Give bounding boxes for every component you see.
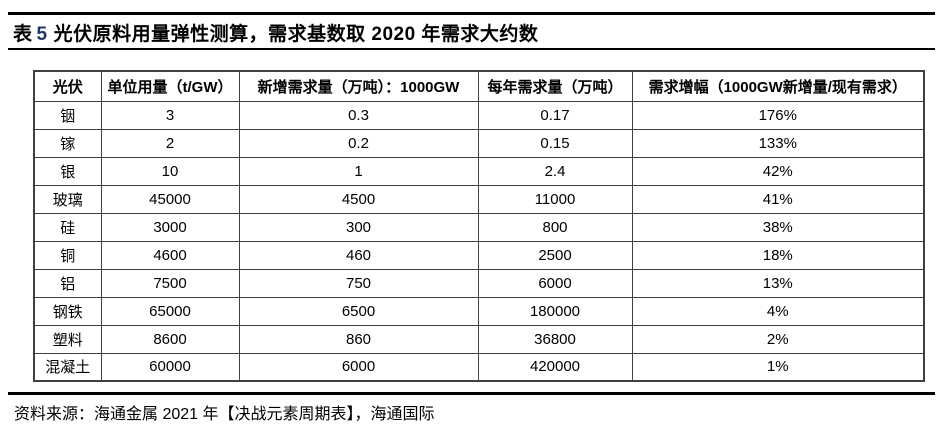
table-row: 镓 2 0.2 0.15 133% — [33, 128, 925, 158]
table-row: 铟 3 0.3 0.17 176% — [33, 100, 925, 130]
table-cell: 玻璃 — [33, 184, 102, 214]
table-cell: 38% — [631, 212, 925, 242]
table-cell: 0.3 — [238, 100, 479, 130]
table-cell: 6500 — [238, 296, 479, 326]
table-cell: 硅 — [33, 212, 102, 242]
table-cell: 铜 — [33, 240, 102, 270]
table-row: 铜 4600 460 2500 18% — [33, 240, 925, 270]
table-cell: 750 — [238, 268, 479, 298]
table-cell: 铝 — [33, 268, 102, 298]
column-header-new-demand: 新增需求量（万吨）：1000GW — [238, 70, 479, 102]
table-cell: 41% — [631, 184, 925, 214]
table-cell: 300 — [238, 212, 479, 242]
column-header-unit-usage: 单位用量（t/GW） — [100, 70, 240, 102]
table-cell: 3 — [100, 100, 240, 130]
table-cell: 860 — [238, 324, 479, 354]
table-cell: 800 — [477, 212, 633, 242]
table-cell: 混凝土 — [33, 352, 102, 382]
table-cell: 2 — [100, 128, 240, 158]
table-title-label: 表 — [13, 24, 33, 45]
column-header-demand-growth: 需求增幅（1000GW新增量/现有需求） — [631, 70, 925, 102]
table-cell: 176% — [631, 100, 925, 130]
table-title-text: 光伏原料用量弹性测算，需求基数取 2020 年需求大约数 — [53, 24, 539, 45]
table-cell: 铟 — [33, 100, 102, 130]
table-row: 塑料 8600 860 36800 2% — [33, 324, 925, 354]
table-cell: 6000 — [477, 268, 633, 298]
table-cell: 13% — [631, 268, 925, 298]
table-cell: 65000 — [100, 296, 240, 326]
materials-table: 光伏 单位用量（t/GW） 新增需求量（万吨）：1000GW 每年需求量（万吨）… — [33, 70, 925, 382]
table-cell: 4500 — [238, 184, 479, 214]
table-cell: 0.2 — [238, 128, 479, 158]
table-cell: 2.4 — [477, 156, 633, 186]
table-cell: 镓 — [33, 128, 102, 158]
top-rule — [8, 12, 935, 15]
title-divider-rule — [8, 48, 935, 50]
column-header-material: 光伏 — [33, 70, 102, 102]
table-cell: 塑料 — [33, 324, 102, 354]
table-cell: 8600 — [100, 324, 240, 354]
table-cell: 银 — [33, 156, 102, 186]
table-row: 混凝土 60000 6000 420000 1% — [33, 352, 925, 382]
table-cell: 4% — [631, 296, 925, 326]
table-cell: 133% — [631, 128, 925, 158]
table-cell: 1% — [631, 352, 925, 382]
table-cell: 2% — [631, 324, 925, 354]
table-cell: 180000 — [477, 296, 633, 326]
table-cell: 45000 — [100, 184, 240, 214]
table-cell: 0.15 — [477, 128, 633, 158]
table-cell: 1 — [238, 156, 479, 186]
table-cell: 420000 — [477, 352, 633, 382]
table-title-number: 5 — [36, 24, 48, 45]
table-cell: 3000 — [100, 212, 240, 242]
source-note: 资料来源：海通金属 2021 年【决战元素周期表】，海通国际 — [14, 406, 435, 423]
table-row: 银 10 1 2.4 42% — [33, 156, 925, 186]
table-cell: 2500 — [477, 240, 633, 270]
header-row: 光伏 单位用量（t/GW） 新增需求量（万吨）：1000GW 每年需求量（万吨）… — [33, 70, 925, 102]
table-row: 硅 3000 300 800 38% — [33, 212, 925, 242]
table-cell: 11000 — [477, 184, 633, 214]
table-cell: 7500 — [100, 268, 240, 298]
table-cell: 42% — [631, 156, 925, 186]
table-row: 钢铁 65000 6500 180000 4% — [33, 296, 925, 326]
table-row: 铝 7500 750 6000 13% — [33, 268, 925, 298]
table-row: 玻璃 45000 4500 11000 41% — [33, 184, 925, 214]
table-cell: 4600 — [100, 240, 240, 270]
table-cell: 460 — [238, 240, 479, 270]
table-cell: 60000 — [100, 352, 240, 382]
table-cell: 10 — [100, 156, 240, 186]
table-cell: 18% — [631, 240, 925, 270]
table-cell: 0.17 — [477, 100, 633, 130]
footer-rule — [8, 392, 935, 395]
table-cell: 36800 — [477, 324, 633, 354]
column-header-annual-demand: 每年需求量（万吨） — [477, 70, 633, 102]
table-title: 表 5 光伏原料用量弹性测算，需求基数取 2020 年需求大约数 — [13, 19, 538, 46]
table-cell: 钢铁 — [33, 296, 102, 326]
table-cell: 6000 — [238, 352, 479, 382]
